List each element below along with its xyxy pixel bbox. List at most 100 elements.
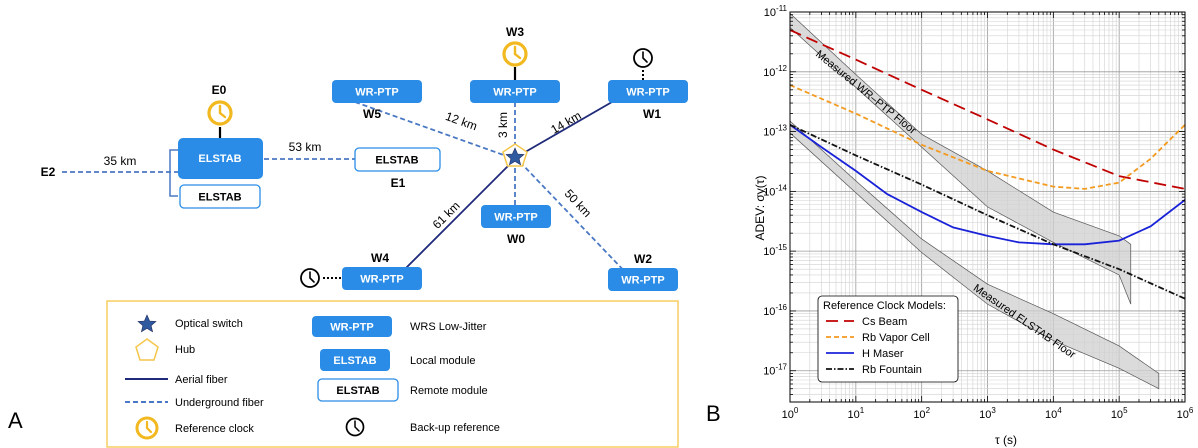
series-line — [789, 84, 1186, 190]
x-tick-label: 106 — [1177, 406, 1194, 421]
x-tick-label: 103 — [979, 406, 996, 421]
wr-ptp-w3: WR-PTP — [470, 80, 560, 103]
series-line — [789, 29, 1186, 190]
x-axis-label: τ (s) — [995, 433, 1017, 447]
series-line — [789, 124, 1186, 246]
y-tick-label: 10-12 — [763, 64, 787, 79]
node-label-e1: E1 — [391, 176, 406, 190]
node-label-w1: W1 — [643, 107, 661, 121]
legend-title: Reference Clock Models: — [823, 300, 946, 312]
legend-aerial: Aerial fiber — [175, 374, 228, 386]
elstab-remote-e1: ELSTAB — [354, 147, 441, 172]
optical-switch-star — [505, 147, 525, 166]
elstab-remote-e0: ELSTAB — [179, 184, 261, 209]
link-w5-hub — [354, 101, 513, 159]
x-axis-label-text: τ (s) — [995, 433, 1017, 447]
legend-local-box: ELSTAB — [333, 355, 376, 367]
svg-text:WR-PTP: WR-PTP — [626, 87, 669, 99]
y-tick-label: 10-17 — [763, 363, 787, 378]
diagram-legend: Optical switch Hub Aerial fiber Undergro… — [106, 300, 679, 448]
node-label-w3: W3 — [506, 25, 524, 39]
legend-remote: Remote module — [410, 385, 488, 397]
legend-entry: Rb Vapor Cell — [862, 332, 930, 344]
axis-ticks — [789, 11, 1186, 403]
distance-label: 3 km — [496, 112, 510, 138]
panel-label-a: A — [8, 408, 23, 433]
series-line — [789, 123, 1186, 300]
x-tick-label: 105 — [1111, 406, 1128, 421]
legend-optical-switch: Optical switch — [175, 318, 243, 330]
backup-reference-icon — [633, 48, 653, 68]
link-w2-hub — [519, 161, 631, 278]
node-label-w5: W5 — [363, 107, 381, 121]
y-tick-label: 10-16 — [763, 303, 787, 318]
legend-reference-clock: Reference clock — [175, 423, 254, 435]
svg-text:ELSTAB: ELSTAB — [375, 155, 418, 167]
y-axis-label-text: ADEV: σy(τ) — [753, 175, 767, 240]
panel-label-b: B — [706, 401, 721, 426]
reference-clock-icon — [135, 416, 159, 440]
wr-ptp-w2: WR-PTP — [608, 268, 678, 291]
distance-label: 14 km — [548, 108, 583, 136]
distance-label: 12 km — [444, 109, 480, 133]
wr-ptp-w5: WR-PTP — [332, 80, 422, 103]
distance-label: 35 km — [104, 154, 137, 168]
y-tick-label: 10-11 — [764, 4, 788, 19]
svg-text:WR-PTP: WR-PTP — [360, 274, 403, 286]
backup-reference-icon — [300, 268, 320, 288]
floor-band — [789, 120, 1160, 390]
x-tick-label: 104 — [1045, 406, 1062, 421]
x-tick-label: 100 — [782, 406, 799, 421]
node-label-w0: W0 — [507, 232, 525, 246]
svg-text:ELSTAB: ELSTAB — [198, 153, 241, 165]
reference-clock-icon — [207, 100, 233, 126]
node-label-e0: E0 — [212, 83, 227, 97]
wr-ptp-w0: WR-PTP — [481, 205, 551, 228]
y-tick-label: 10-14 — [763, 183, 787, 198]
legend-entry: Rb Fountain — [862, 364, 922, 376]
y-tick-label: 10-13 — [763, 124, 787, 139]
legend-remote-box: ELSTAB — [336, 385, 379, 397]
network-diagram: WR-PTP WR-PTP WR-PTP WR-PTP WR-PTP WR-PT… — [41, 25, 688, 291]
optical-switch-icon — [137, 314, 157, 333]
x-tick-label: 101 — [847, 406, 864, 421]
legend-wrptp-box: WR-PTP — [330, 322, 373, 334]
distance-label: 50 km — [562, 187, 595, 220]
svg-text:ELSTAB: ELSTAB — [198, 192, 241, 204]
legend-underground: Underground fiber — [175, 397, 264, 409]
legend-local: Local module — [410, 355, 475, 367]
elstab-local-e0: ELSTAB — [178, 138, 263, 179]
floor-band — [789, 12, 1132, 305]
svg-text:WR-PTP: WR-PTP — [621, 275, 664, 287]
link-elstab-bracket — [169, 149, 178, 197]
floor-band-label: Measured WR–PTP Floor — [813, 48, 918, 137]
legend-entry: Cs Beam — [862, 316, 907, 328]
svg-text:WR-PTP: WR-PTP — [494, 212, 537, 224]
fiber-links — [62, 67, 644, 279]
legend-wrs: WRS Low-Jitter — [410, 321, 487, 333]
legend-backup: Back-up reference — [410, 422, 500, 434]
x-tick-label: 102 — [913, 406, 930, 421]
hub-icon — [135, 338, 159, 361]
node-label-w4: W4 — [371, 251, 389, 265]
node-label-w2: W2 — [634, 252, 652, 266]
reference-clock-icon — [502, 41, 528, 67]
legend-hub: Hub — [175, 344, 195, 356]
legend-entry: H Maser — [862, 348, 904, 360]
chart-legend: Reference Clock Models: Cs Beam Rb Vapor C… — [817, 295, 959, 383]
wr-ptp-w1: WR-PTP — [608, 80, 688, 103]
series-lines — [789, 29, 1186, 300]
link-w4-hub — [403, 162, 512, 271]
floor-bands — [789, 12, 1160, 390]
svg-text:WR-PTP: WR-PTP — [355, 87, 398, 99]
y-tick-label: 10-15 — [763, 243, 787, 258]
distance-label: 53 km — [289, 140, 322, 154]
node-label-e2: E2 — [41, 165, 56, 179]
y-axis-label: ADEV: σy(τ) — [753, 175, 767, 240]
chart-grid — [789, 11, 1186, 403]
link-w1-hub — [519, 101, 613, 156]
wr-ptp-w4: WR-PTP — [342, 267, 422, 290]
svg-text:WR-PTP: WR-PTP — [493, 87, 536, 99]
